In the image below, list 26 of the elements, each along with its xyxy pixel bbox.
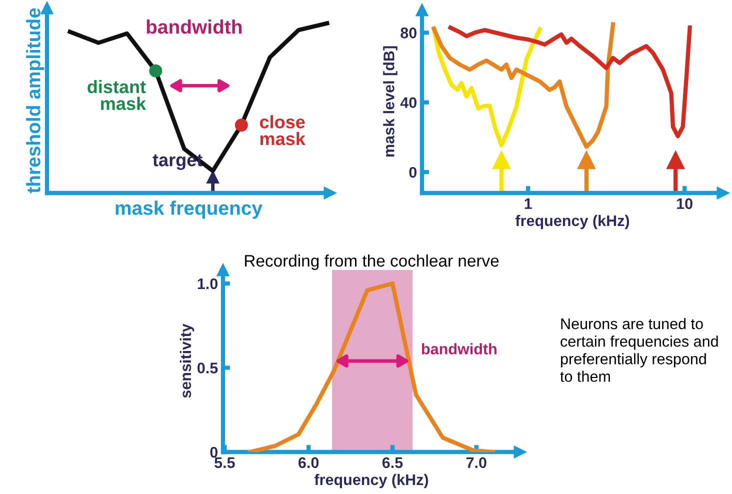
y-tick-label: 1.0: [198, 278, 218, 290]
x-tick-label: 5.5: [214, 457, 235, 468]
y-tick-label: 80: [400, 28, 417, 38]
band-label: bandwidth: [422, 343, 496, 354]
chart-title: Recording from the cochlear nerve: [245, 254, 499, 270]
x-tick-label: 6.0: [298, 457, 319, 468]
x-axis-title: frequency (kHz): [515, 214, 630, 230]
y-tick-label: 0: [210, 446, 218, 458]
x-tick-label: 1: [524, 198, 532, 209]
x-tick-label: 7.0: [466, 457, 486, 468]
x-axis-title: mask frequency: [116, 200, 262, 219]
annotation: target: [152, 154, 202, 170]
text: Neurons are tuned to certain frequencies and preferentially respond to them: [560, 318, 718, 382]
line-series: [248, 281, 496, 452]
x-axis-title: frequency (kHz): [314, 474, 428, 488]
y-axis-title: mask level [dB]: [383, 46, 398, 157]
x-tick-label: 10: [677, 198, 692, 210]
y-tick-label: 40: [400, 97, 417, 108]
annotation: close mask: [260, 115, 306, 146]
y-tick-label: 0: [409, 166, 417, 178]
y-tick-label: 0.5: [198, 362, 218, 374]
x-tick-label: 6.5: [382, 457, 403, 468]
annotation: distant mask: [88, 80, 146, 110]
y-axis-title: threshold amplitude: [26, 8, 44, 194]
annotation: bandwidth: [146, 19, 242, 34]
y-axis-title: sensitivity: [180, 324, 194, 398]
